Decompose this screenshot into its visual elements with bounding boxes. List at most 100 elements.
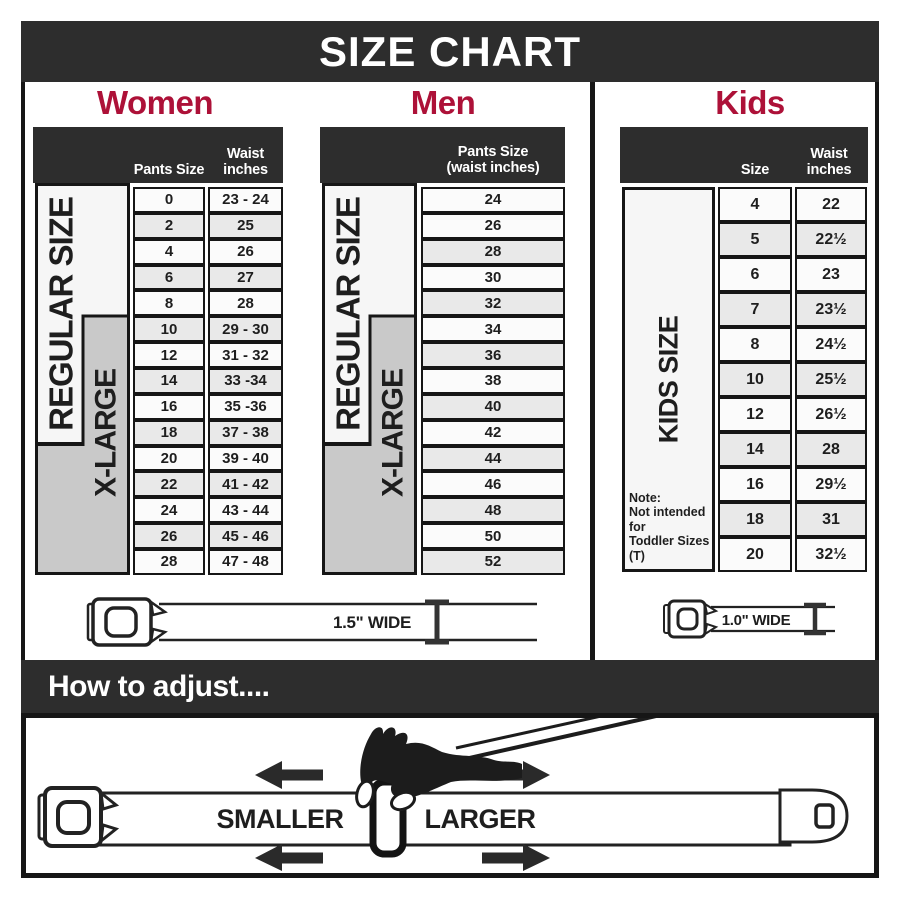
table-row: 8 24½ — [718, 327, 867, 362]
kids-table-header: Size Waist inches — [620, 127, 868, 183]
women-section-label: Women — [96, 84, 214, 121]
table-row: 10 29 - 30 — [133, 316, 283, 343]
men-size-group-block: REGULAR SIZE X-LARGE — [322, 183, 417, 575]
belt-tail-hole — [814, 803, 835, 829]
table-row: 10 25½ — [718, 362, 867, 397]
pants-size-cell: 28 — [133, 549, 205, 575]
men-xlarge-block — [322, 314, 417, 575]
women-table-header: Pants Size Waist inches — [33, 127, 283, 183]
buckle-inner-ring — [676, 607, 699, 631]
women-size-table: 0 23 - 24 2 25 4 26 6 27 8 28 10 29 - 30 12 31 … — [133, 187, 283, 575]
table-row: 46 — [421, 471, 565, 498]
how-to-adjust-band: How to adjust.... — [21, 660, 879, 713]
table-row: 4 26 — [133, 238, 283, 265]
pants-size-cell: 8 — [133, 290, 205, 317]
arrow-right-icon — [482, 844, 550, 871]
pants-size-cell: 22 — [133, 471, 205, 498]
waist-cell: 36 — [421, 342, 565, 369]
adjust-illustration: SMALLER LARGER — [37, 718, 849, 871]
kids-size-table: 4 22 5 22½ 6 23 7 23½ 8 24½ 10 25½ 12 26½ 14 28 … — [718, 187, 867, 572]
pants-size-cell: 16 — [133, 393, 205, 420]
buckle-prong-bottom — [703, 622, 719, 637]
table-row: 7 23½ — [718, 292, 867, 327]
size-cell: 10 — [718, 362, 792, 397]
waist-cell: 52 — [421, 549, 565, 575]
table-row: 5 22½ — [718, 222, 867, 257]
pants-size-cell: 2 — [133, 212, 205, 239]
waist-cell: 23½ — [795, 292, 867, 327]
pants-size-cell: 18 — [133, 419, 205, 446]
women-col-waist: Waist inches — [208, 146, 283, 178]
table-row: 8 28 — [133, 290, 283, 317]
title-band: SIZE CHART — [21, 21, 879, 82]
waist-cell: 26 — [208, 238, 283, 265]
page-title: SIZE CHART — [319, 27, 581, 75]
buckle-prong-top — [149, 599, 168, 617]
waist-cell: 27 — [208, 264, 283, 291]
waist-cell: 23 — [795, 257, 867, 292]
women-col-waist-line1: Waist — [226, 146, 265, 162]
table-row: 26 — [421, 212, 565, 239]
pants-size-cell: 0 — [133, 187, 205, 213]
table-row: 50 — [421, 523, 565, 550]
table-row: 44 — [421, 445, 565, 472]
waist-cell: 46 — [421, 471, 565, 498]
waist-cell: 24 — [421, 187, 565, 213]
waist-cell: 42 — [421, 419, 565, 446]
kids-col-waist-line2: inches — [806, 162, 852, 178]
men-size-table: 24 26 28 30 32 34 36 38 40 42 44 46 48 5… — [421, 187, 565, 575]
pants-size-cell: 24 — [133, 497, 205, 524]
women-col-waist-line2: inches — [223, 162, 268, 178]
waist-cell: 25½ — [795, 362, 867, 397]
size-cell: 7 — [718, 292, 792, 327]
table-row: 38 — [421, 368, 565, 394]
table-row: 0 23 - 24 — [133, 187, 283, 213]
waist-cell: 26½ — [795, 397, 867, 432]
table-row: 16 35 -36 — [133, 393, 283, 420]
kids-note-line3: Toddler Sizes (T) — [629, 534, 710, 563]
table-row: 26 45 - 46 — [133, 523, 283, 550]
table-row: 18 37 - 38 — [133, 419, 283, 446]
men-table-header: Pants Size (waist inches) — [320, 127, 565, 183]
kids-belt-illustration: 1.0" WIDE — [663, 599, 835, 639]
size-cell: 5 — [718, 222, 792, 257]
larger-label: LARGER — [425, 804, 536, 834]
size-cell: 18 — [718, 502, 792, 537]
buckle-inner-ring — [56, 800, 91, 835]
kids-note-line1: Note: — [629, 490, 661, 505]
table-row: 2 25 — [133, 212, 283, 239]
table-row: 4 22 — [718, 187, 867, 222]
pants-size-cell: 6 — [133, 264, 205, 291]
women-size-group-block: REGULAR SIZE X-LARGE — [35, 183, 130, 575]
panel-divider — [590, 82, 595, 660]
waist-cell: 25 — [208, 212, 283, 239]
waist-cell: 48 — [421, 497, 565, 524]
women-xlarge-label: X-LARGE — [90, 369, 123, 497]
table-row: 48 — [421, 497, 565, 524]
kids-col-waist: Waist inches — [793, 146, 865, 178]
pants-size-cell: 12 — [133, 342, 205, 369]
table-row: 12 26½ — [718, 397, 867, 432]
table-row: 42 — [421, 419, 565, 446]
size-cell: 6 — [718, 257, 792, 292]
buckle-prong-bottom — [99, 823, 120, 845]
men-col-line2: (waist inches) — [446, 160, 540, 176]
belt-strap — [98, 791, 792, 847]
women-xlarge-block — [35, 314, 130, 575]
waist-cell: 26 — [421, 212, 565, 239]
waist-cell: 24½ — [795, 327, 867, 362]
women-regular-size-label: REGULAR SIZE — [43, 197, 80, 431]
table-row: 16 29½ — [718, 467, 867, 502]
waist-cell: 31 — [795, 502, 867, 537]
waist-cell: 28 — [421, 238, 565, 265]
men-col-pants-size: Pants Size (waist inches) — [421, 144, 565, 176]
kids-note-line2: Not intended for — [629, 505, 706, 534]
kids-section-label: Kids — [715, 84, 785, 121]
waist-cell: 50 — [421, 523, 565, 550]
table-row: 28 47 - 48 — [133, 549, 283, 575]
waist-cell: 22½ — [795, 222, 867, 257]
waist-cell: 31 - 32 — [208, 342, 283, 369]
table-row: 28 — [421, 238, 565, 265]
pinching-hand-icon — [360, 727, 522, 799]
table-row: 14 33 -34 — [133, 368, 283, 394]
